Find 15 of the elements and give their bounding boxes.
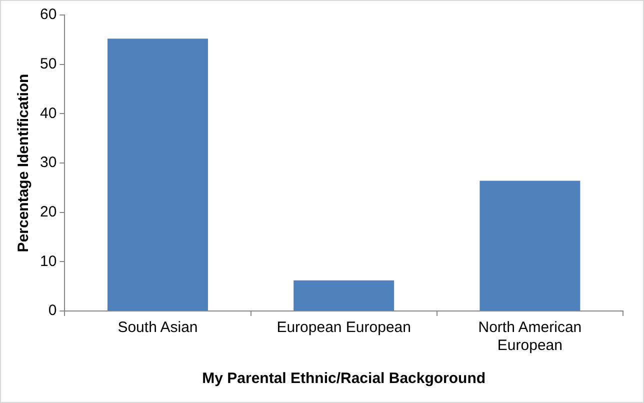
x-axis-title: My Parental Ethnic/Racial Backgoround	[202, 370, 486, 388]
bar	[294, 280, 394, 310]
x-tick-label: European European	[276, 319, 411, 336]
y-tick-label: 20	[40, 203, 57, 220]
x-tick-label: North American European	[478, 319, 582, 354]
y-tick-label: 60	[40, 6, 57, 24]
y-tick-label: 10	[40, 252, 57, 270]
bar	[480, 180, 580, 310]
y-axis-title: Percentage Identification	[15, 74, 32, 252]
y-tick-label: 30	[40, 154, 57, 172]
y-tick-label: 40	[40, 104, 57, 122]
bar	[107, 38, 208, 310]
y-tick-label: 0	[48, 302, 57, 320]
x-tick-label: South Asian	[118, 319, 198, 336]
y-tick-label: 50	[40, 55, 57, 72]
